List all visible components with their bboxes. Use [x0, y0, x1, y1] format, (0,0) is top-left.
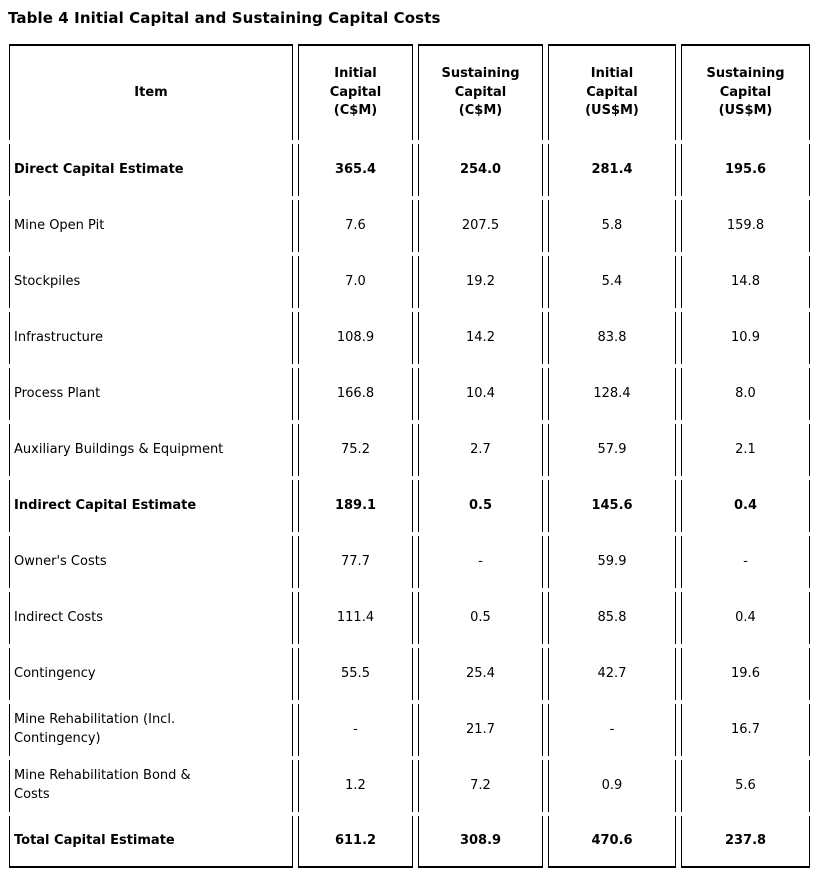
value-cell: 83.8	[548, 312, 676, 364]
table-title: Table 4 Initial Capital and Sustaining C…	[8, 9, 441, 27]
value-cell: 57.9	[548, 424, 676, 476]
table-row: Auxiliary Buildings & Equipment 75.2 2.7 57…	[9, 424, 810, 476]
table-row: Direct Capital Estimate 365.4 254.0 281.4 19…	[9, 144, 810, 196]
capital-costs-table: Item Initial Capital (C$M) Sustaining Capi…	[4, 40, 815, 872]
value-cell: 2.1	[681, 424, 810, 476]
value-cell: 281.4	[548, 144, 676, 196]
value-cell: 19.2	[418, 256, 543, 308]
value-cell: 7.0	[298, 256, 413, 308]
value-cell: 0.9	[548, 760, 676, 812]
value-cell: 365.4	[298, 144, 413, 196]
value-cell: -	[298, 704, 413, 756]
item-cell: Process Plant	[9, 368, 293, 420]
item-cell: Mine Rehabilitation Bond & Costs	[9, 760, 293, 812]
value-cell: 5.6	[681, 760, 810, 812]
item-cell: Direct Capital Estimate	[9, 144, 293, 196]
value-cell: 7.2	[418, 760, 543, 812]
value-cell: 55.5	[298, 648, 413, 700]
value-cell: 128.4	[548, 368, 676, 420]
value-cell: 10.4	[418, 368, 543, 420]
value-cell: 308.9	[418, 816, 543, 868]
column-header: Initial Capital (US$M)	[548, 44, 676, 140]
value-cell: 21.7	[418, 704, 543, 756]
value-cell: 5.8	[548, 200, 676, 252]
table-row: Indirect Capital Estimate 189.1 0.5 145.6 0.…	[9, 480, 810, 532]
column-header: Initial Capital (C$M)	[298, 44, 413, 140]
table-body: Direct Capital Estimate 365.4 254.0 281.4 19…	[9, 144, 810, 868]
table-row: Mine Rehabilitation (Incl. Contingency) -…	[9, 704, 810, 756]
table-row: Stockpiles 7.0 19.2 5.4 14.8	[9, 256, 810, 308]
value-cell: 14.8	[681, 256, 810, 308]
value-cell: 159.8	[681, 200, 810, 252]
value-cell: 0.5	[418, 592, 543, 644]
value-cell: 25.4	[418, 648, 543, 700]
value-cell: 59.9	[548, 536, 676, 588]
item-cell: Auxiliary Buildings & Equipment	[9, 424, 293, 476]
value-cell: 7.6	[298, 200, 413, 252]
value-cell: 189.1	[298, 480, 413, 532]
item-cell: Total Capital Estimate	[9, 816, 293, 868]
value-cell: 611.2	[298, 816, 413, 868]
table-header: Item Initial Capital (C$M) Sustaining Capi…	[9, 44, 810, 140]
value-cell: 0.4	[681, 480, 810, 532]
table-row: Owner's Costs 77.7-59.9-	[9, 536, 810, 588]
value-cell: 195.6	[681, 144, 810, 196]
value-cell: 77.7	[298, 536, 413, 588]
table-row: Contingency 55.5 25.4 42.7 19.6	[9, 648, 810, 700]
value-cell: 2.7	[418, 424, 543, 476]
value-cell: 19.6	[681, 648, 810, 700]
value-cell: 145.6	[548, 480, 676, 532]
value-cell: 0.5	[418, 480, 543, 532]
item-cell: Indirect Capital Estimate	[9, 480, 293, 532]
table-row: Total Capital Estimate 611.2 308.9 470.6 237…	[9, 816, 810, 868]
value-cell: 42.7	[548, 648, 676, 700]
value-cell: 75.2	[298, 424, 413, 476]
item-cell: Infrastructure	[9, 312, 293, 364]
value-cell: -	[548, 704, 676, 756]
value-cell: 0.4	[681, 592, 810, 644]
item-column-header: Item	[9, 44, 293, 140]
table-row: Infrastructure 108.9 14.2 83.8 10.9	[9, 312, 810, 364]
item-cell: Stockpiles	[9, 256, 293, 308]
value-cell: 8.0	[681, 368, 810, 420]
value-cell: 1.2	[298, 760, 413, 812]
value-cell: 16.7	[681, 704, 810, 756]
item-cell: Contingency	[9, 648, 293, 700]
value-cell: 14.2	[418, 312, 543, 364]
item-cell: Mine Open Pit	[9, 200, 293, 252]
item-cell: Indirect Costs	[9, 592, 293, 644]
value-cell: 85.8	[548, 592, 676, 644]
item-cell: Owner's Costs	[9, 536, 293, 588]
value-cell: -	[418, 536, 543, 588]
value-cell: -	[681, 536, 810, 588]
value-cell: 254.0	[418, 144, 543, 196]
table-row: Mine Open Pit 7.6 207.5 5.8 159.8	[9, 200, 810, 252]
item-cell: Mine Rehabilitation (Incl. Contingency)	[9, 704, 293, 756]
value-cell: 111.4	[298, 592, 413, 644]
header-row: Item Initial Capital (C$M) Sustaining Capi…	[9, 44, 810, 140]
table-row: Mine Rehabilitation Bond & Costs 1.2 7.2 0.…	[9, 760, 810, 812]
table-row: Process Plant 166.8 10.4 128.4 8.0	[9, 368, 810, 420]
value-cell: 470.6	[548, 816, 676, 868]
value-cell: 5.4	[548, 256, 676, 308]
value-cell: 10.9	[681, 312, 810, 364]
column-header: Sustaining Capital (US$M)	[681, 44, 810, 140]
table-row: Indirect Costs 111.4 0.5 85.8 0.4	[9, 592, 810, 644]
value-cell: 108.9	[298, 312, 413, 364]
value-cell: 207.5	[418, 200, 543, 252]
value-cell: 237.8	[681, 816, 810, 868]
value-cell: 166.8	[298, 368, 413, 420]
column-header: Sustaining Capital (C$M)	[418, 44, 543, 140]
